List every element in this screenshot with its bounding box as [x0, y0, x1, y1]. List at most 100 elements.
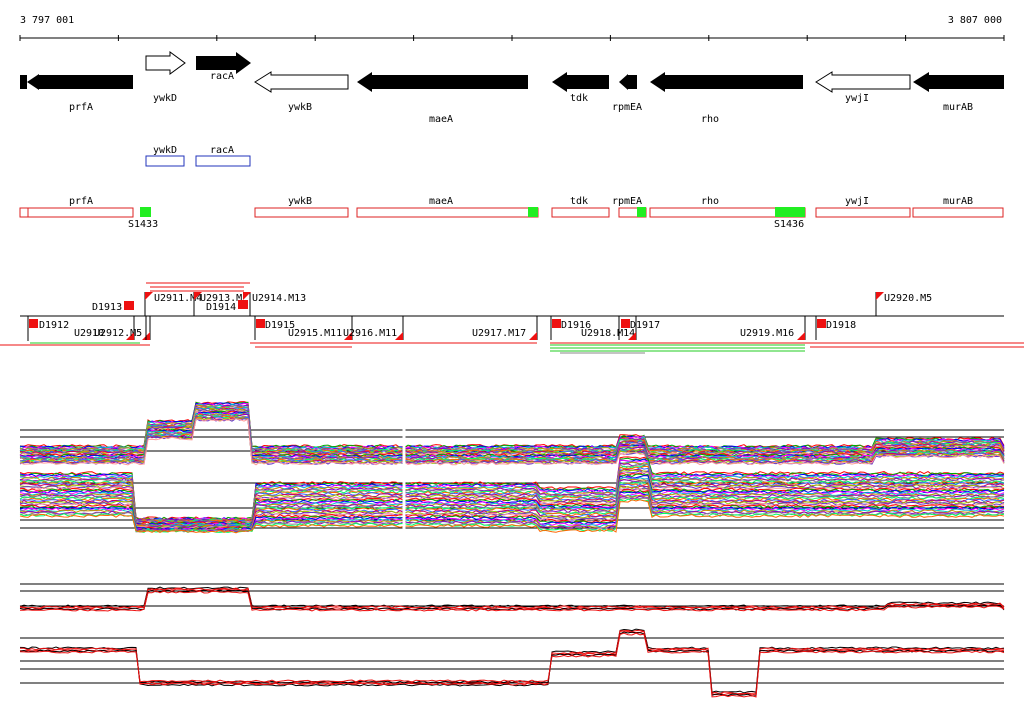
gene-label-rho: rho — [701, 114, 719, 125]
feature-marker-D1916[interactable] — [552, 319, 561, 328]
feature-flag-U2919[interactable] — [797, 332, 805, 340]
gene-arrow-murAB[interactable] — [913, 72, 1004, 92]
gene-label-murAB: murAB — [943, 102, 973, 113]
profile-trace-upper — [19, 415, 1005, 463]
feature-label-U2916: U2916.M11 — [343, 328, 397, 339]
ruler-end-label: 3 807 000 — [948, 15, 1002, 26]
profile-trace-upper — [19, 403, 1005, 451]
feature-marker-D1913[interactable] — [124, 301, 134, 310]
feature-label-U2918: U2918.M14 — [581, 328, 635, 339]
feature-flag-U2910[interactable] — [126, 332, 134, 340]
promoter-box-maeA-end[interactable] — [528, 207, 538, 217]
profile-trace-upper — [19, 417, 1005, 465]
segment-label-rpmEA: rpmEA — [612, 196, 642, 207]
segment-label-rho: rho — [701, 196, 719, 207]
segment-box-maeA[interactable] — [356, 207, 539, 218]
orf-box-ywkD[interactable] — [145, 155, 185, 167]
segment-box-ywkB[interactable] — [254, 207, 349, 218]
feature-label-U2912: U2912.M5 — [94, 328, 142, 339]
profile-trace-upper — [19, 416, 1005, 464]
feature-flag-U2913[interactable] — [194, 292, 202, 300]
profile-lines-red-black — [19, 586, 1005, 698]
feature-label-U2915: U2915.M11 — [288, 328, 342, 339]
feature-label-D1913: D1913 — [92, 302, 122, 313]
gene-label-maeA: maeA — [429, 114, 453, 125]
ruler-start-label: 3 797 001 — [20, 15, 74, 26]
gene-arrow-ywjI[interactable] — [815, 71, 911, 93]
orf-track: ywkD racA — [145, 145, 251, 167]
profile-trace-lower — [19, 499, 1005, 534]
profile-trace-lower — [19, 487, 1005, 530]
gene-label-ywkD: ywkD — [153, 93, 177, 104]
gene-arrow-racA[interactable] — [196, 52, 251, 74]
feature-marker-D1917[interactable] — [621, 319, 630, 328]
coordinate-ruler: 3 797 001 3 807 000 — [19, 15, 1005, 41]
profile-trace-upper — [19, 590, 1005, 612]
feature-flag-U2916[interactable] — [395, 332, 403, 340]
feature-label-D1912: D1912 — [39, 320, 69, 331]
profile-trace-upper — [19, 408, 1005, 456]
feature-flag-U2920[interactable] — [876, 292, 884, 300]
gene-arrow-maeA[interactable] — [357, 72, 528, 92]
feature-flag-U2915[interactable] — [344, 332, 352, 340]
promoter-label-S1436: S1436 — [774, 219, 804, 230]
profile-trace-lower — [19, 479, 1005, 528]
gene-arrow-ywkD[interactable] — [145, 51, 186, 75]
segment-label-tdk: tdk — [570, 196, 588, 207]
feature-label-D1915: D1915 — [265, 320, 295, 331]
segment-label-murAB: murAB — [943, 196, 973, 207]
feature-marker-D1918[interactable] — [817, 319, 826, 328]
feature-marker-D1915[interactable] — [256, 319, 265, 328]
feature-label-U2917: U2917.M17 — [472, 328, 526, 339]
segment-label-prfA: prfA — [69, 196, 93, 207]
feature-label-U2913: U2913.M — [200, 293, 242, 304]
profile-trace-lower — [19, 492, 1005, 532]
gene-arrow-ywkB[interactable] — [254, 71, 349, 93]
gene-arrow-tdk[interactable] — [552, 72, 609, 92]
profile-lines-multicolor — [19, 401, 1005, 534]
feature-marker-D1912[interactable] — [29, 319, 38, 328]
profile-trace-lower — [19, 629, 1005, 695]
promoter-box-rpmEA[interactable] — [637, 207, 646, 217]
feature-label-U2919: U2919.M16 — [740, 328, 794, 339]
promoter-S1433[interactable] — [140, 207, 151, 217]
feature-flag-U2917[interactable] — [529, 332, 537, 340]
promoter-label-S1433: S1433 — [128, 219, 158, 230]
feature-marker-D1914[interactable] — [238, 300, 248, 309]
expression-panel-2 — [19, 583, 1005, 698]
profile-trace-upper — [19, 402, 1005, 450]
orf-box-racA[interactable] — [195, 155, 251, 167]
gene-label-prfA: prfA — [69, 102, 93, 113]
feature-label-D1918: D1918 — [826, 320, 856, 331]
orf-label-racA: racA — [210, 145, 234, 156]
profile-trace-lower — [19, 489, 1005, 531]
gene-arrow-rho[interactable] — [650, 72, 803, 92]
segment-track: prfA ywkB maeA tdk rpmEA rho ywjI murAB … — [19, 196, 1004, 230]
profile-trace-lower — [19, 476, 1005, 527]
expression-panel-1 — [19, 401, 1005, 540]
profile-trace-upper — [19, 418, 1005, 466]
gene-arrow-rpmEA[interactable] — [619, 74, 637, 90]
profile-trace-lower — [19, 631, 1005, 697]
segment-box-ywjI[interactable] — [815, 207, 911, 218]
profile-trace-lower — [19, 462, 1005, 523]
segment-box-prfA[interactable] — [19, 207, 134, 218]
gene-label-racA: racA — [210, 71, 234, 82]
segment-label-ywkB: ywkB — [288, 196, 312, 207]
feature-flag-U2918[interactable] — [628, 332, 636, 340]
gene-arrow-prfA[interactable] — [20, 74, 133, 90]
feature-label-U2914: U2914.M13 — [252, 293, 306, 304]
feature-flag-U2914[interactable] — [243, 292, 251, 300]
orf-label-ywkD: ywkD — [153, 145, 177, 156]
feature-flag-U2911[interactable] — [145, 292, 153, 300]
segment-box-tdk[interactable] — [551, 207, 610, 218]
feature-label-U2910: U2910 — [74, 328, 104, 339]
promoter-S1436[interactable] — [775, 207, 805, 217]
profile-trace-lower — [19, 632, 1005, 698]
feature-label-U2920: U2920.M5 — [884, 293, 932, 304]
ruler-ticks — [19, 35, 1005, 41]
profile-trace-upper — [19, 409, 1005, 457]
feature-track: D1913 U2911.M4 U2913.M D1914 U2914.M13 U… — [0, 282, 1024, 354]
segment-box-murAB[interactable] — [912, 207, 1004, 218]
